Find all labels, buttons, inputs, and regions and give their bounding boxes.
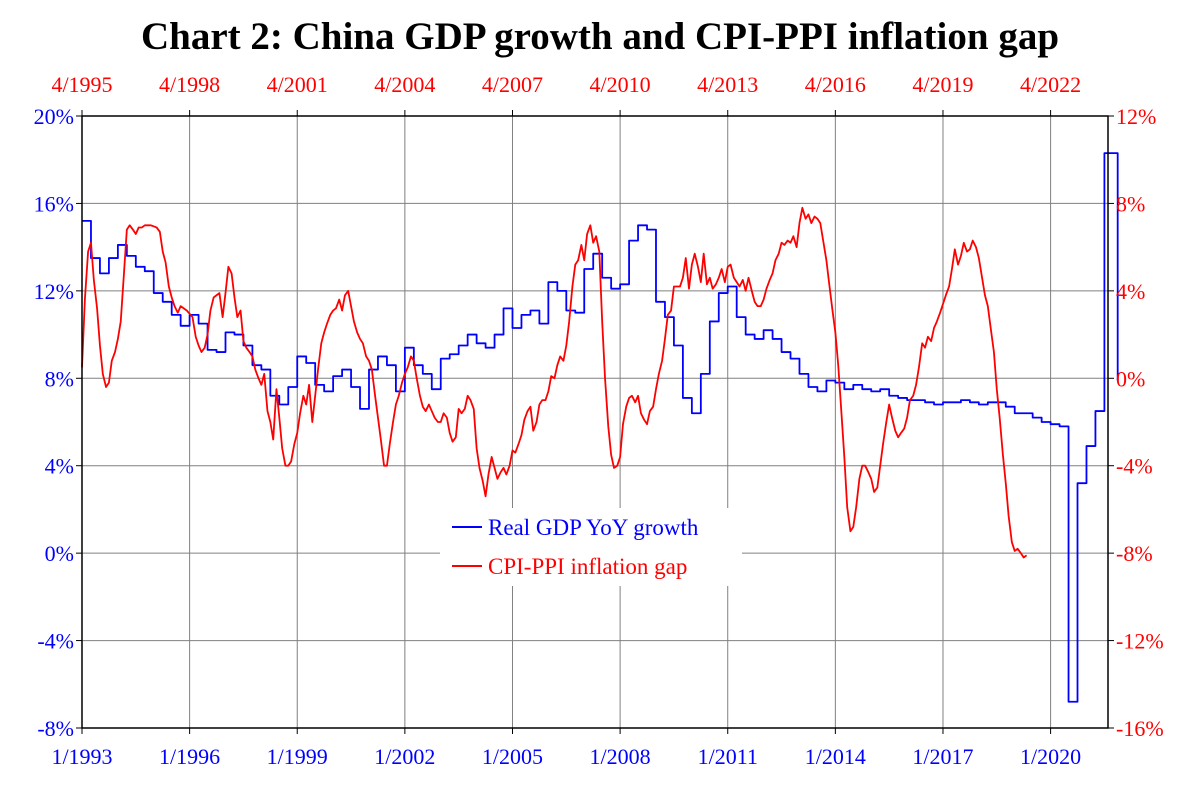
top-tick-label: 4/1998 xyxy=(159,72,220,97)
left-tick-label: 0% xyxy=(45,541,74,566)
bottom-tick-label: 1/2002 xyxy=(374,744,435,769)
bottom-tick-label: 1/2020 xyxy=(1020,744,1081,769)
top-tick-label: 4/2019 xyxy=(912,72,973,97)
right-tick-label: -12% xyxy=(1116,629,1164,654)
top-tick-label: 4/2007 xyxy=(482,72,543,97)
right-tick-label: -4% xyxy=(1116,454,1153,479)
series-layer xyxy=(81,152,1119,703)
series-line-cpi-ppi-gap xyxy=(81,206,1028,559)
plot-frame xyxy=(81,115,1109,729)
left-tick-label: -8% xyxy=(37,716,74,741)
top-tick-label: 4/1995 xyxy=(51,72,112,97)
top-tick-label: 4/2004 xyxy=(374,72,435,97)
top-tick-label: 4/2016 xyxy=(805,72,866,97)
top-tick-label: 4/2010 xyxy=(590,72,651,97)
legend-background xyxy=(440,508,742,586)
left-tick-label: 4% xyxy=(45,454,74,479)
series-line-gdp-growth xyxy=(82,152,1119,703)
bottom-tick-label: 1/1993 xyxy=(51,744,112,769)
right-tick-label: 0% xyxy=(1116,366,1145,391)
left-tick-label: 8% xyxy=(45,366,74,391)
top-tick-label: 4/2013 xyxy=(697,72,758,97)
grid-layer xyxy=(82,116,1108,728)
left-tick-label: 16% xyxy=(34,191,74,216)
bottom-tick-label: 1/1996 xyxy=(159,744,220,769)
left-tick-label: -4% xyxy=(37,629,74,654)
top-tick-label: 4/2022 xyxy=(1020,72,1081,97)
right-tick-label: 8% xyxy=(1116,191,1145,216)
right-tick-label: 4% xyxy=(1116,279,1145,304)
bottom-tick-label: 1/2014 xyxy=(805,744,866,769)
legend-label-gdp: Real GDP YoY growth xyxy=(488,515,699,540)
bottom-tick-label: 1/2008 xyxy=(590,744,651,769)
top-tick-label: 4/2001 xyxy=(267,72,328,97)
bottom-tick-label: 1/2005 xyxy=(482,744,543,769)
legend: Real GDP YoY growth CPI-PPI inflation ga… xyxy=(440,508,742,586)
right-tick-label: -16% xyxy=(1116,716,1164,741)
bottom-tick-label: 1/2011 xyxy=(698,744,758,769)
chart-title: Chart 2: China GDP growth and CPI-PPI in… xyxy=(140,15,1060,58)
right-tick-label: 12% xyxy=(1116,104,1156,129)
bottom-tick-label: 1/2017 xyxy=(912,744,973,769)
tick-layer: 20% 12% 16% 8% 12% 4% 8% 0% 4% -4% 0% -8% -4% -12% -8%… xyxy=(34,72,1164,769)
legend-label-gap: CPI-PPI inflation gap xyxy=(488,554,687,579)
left-tick-label: 20% xyxy=(34,104,74,129)
right-tick-label: -8% xyxy=(1116,541,1153,566)
bottom-tick-label: 1/1999 xyxy=(267,744,328,769)
left-tick-label: 12% xyxy=(34,279,74,304)
